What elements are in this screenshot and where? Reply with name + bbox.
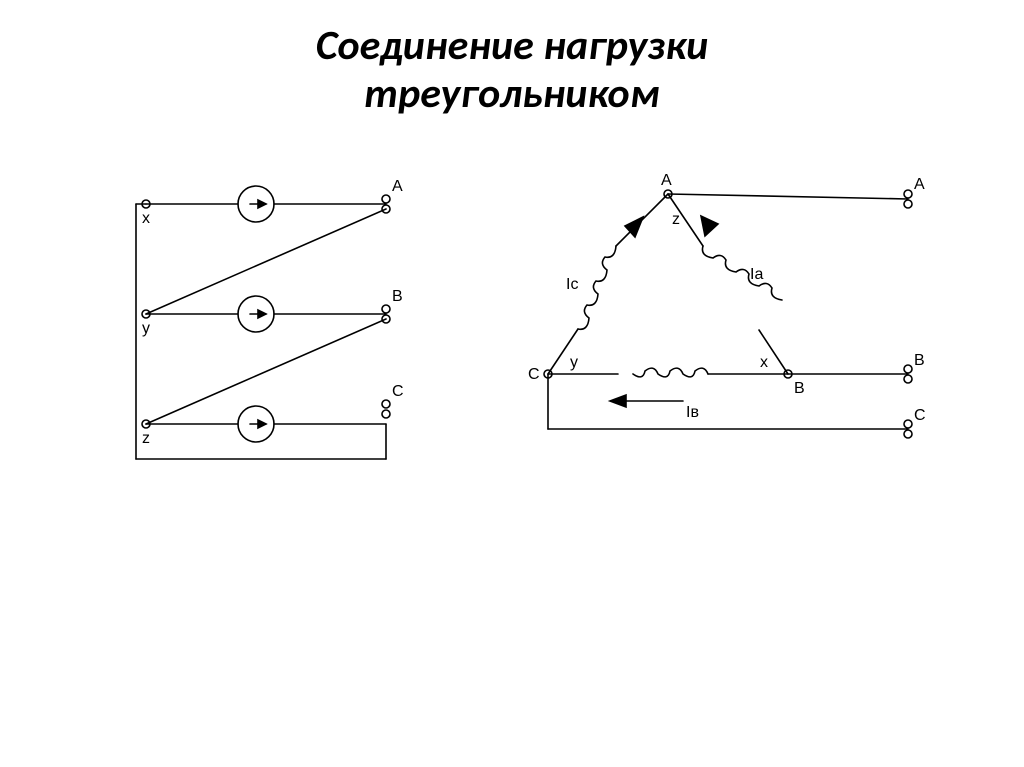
vertex-B: B (794, 380, 805, 397)
vertex-C: C (528, 366, 540, 383)
cur-Ib: Iв (686, 404, 699, 421)
left-schematic: x y z A B C (86, 169, 416, 489)
label-x: x (142, 210, 150, 227)
rt-C: C (914, 407, 926, 424)
label-y: y (142, 320, 150, 337)
label-A: A (392, 178, 403, 195)
inner-z: z (672, 211, 680, 228)
rt-A: A (914, 176, 925, 193)
inner-x: x (760, 354, 768, 371)
cur-Ia: Iа (750, 266, 763, 283)
rt-B: B (914, 352, 925, 369)
title-line1: Соединение нагрузки (0, 22, 1024, 70)
vertex-A: A (661, 172, 672, 189)
page-title: Соединение нагрузки треугольником (0, 0, 1024, 119)
label-z: z (142, 430, 150, 447)
inner-y: y (570, 354, 578, 371)
diagram-row: x y z A B C (0, 169, 1024, 489)
right-schematic: A B C z x y Iс Iа Iв A B C (508, 169, 938, 489)
title-line2: треугольником (0, 70, 1024, 118)
cur-Ic: Iс (566, 276, 578, 293)
label-B: B (392, 288, 403, 305)
label-C: C (392, 383, 404, 400)
